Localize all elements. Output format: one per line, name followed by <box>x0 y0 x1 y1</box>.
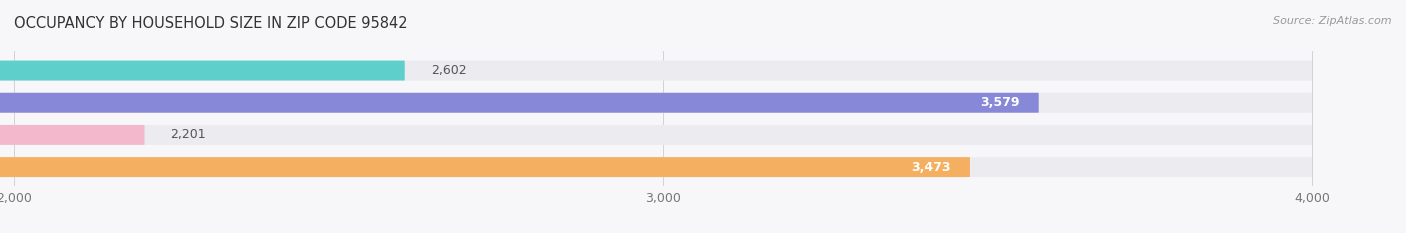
Text: 3,579: 3,579 <box>980 96 1019 109</box>
Text: OCCUPANCY BY HOUSEHOLD SIZE IN ZIP CODE 95842: OCCUPANCY BY HOUSEHOLD SIZE IN ZIP CODE … <box>14 16 408 31</box>
FancyBboxPatch shape <box>0 61 405 81</box>
Text: 3,473: 3,473 <box>911 161 950 174</box>
FancyBboxPatch shape <box>0 125 1312 145</box>
Text: 2,201: 2,201 <box>170 128 207 141</box>
Text: Source: ZipAtlas.com: Source: ZipAtlas.com <box>1274 16 1392 26</box>
FancyBboxPatch shape <box>0 93 1312 113</box>
Text: 2,602: 2,602 <box>430 64 467 77</box>
FancyBboxPatch shape <box>0 61 1312 81</box>
FancyBboxPatch shape <box>0 157 970 177</box>
FancyBboxPatch shape <box>0 125 145 145</box>
FancyBboxPatch shape <box>0 93 1039 113</box>
FancyBboxPatch shape <box>0 157 1312 177</box>
